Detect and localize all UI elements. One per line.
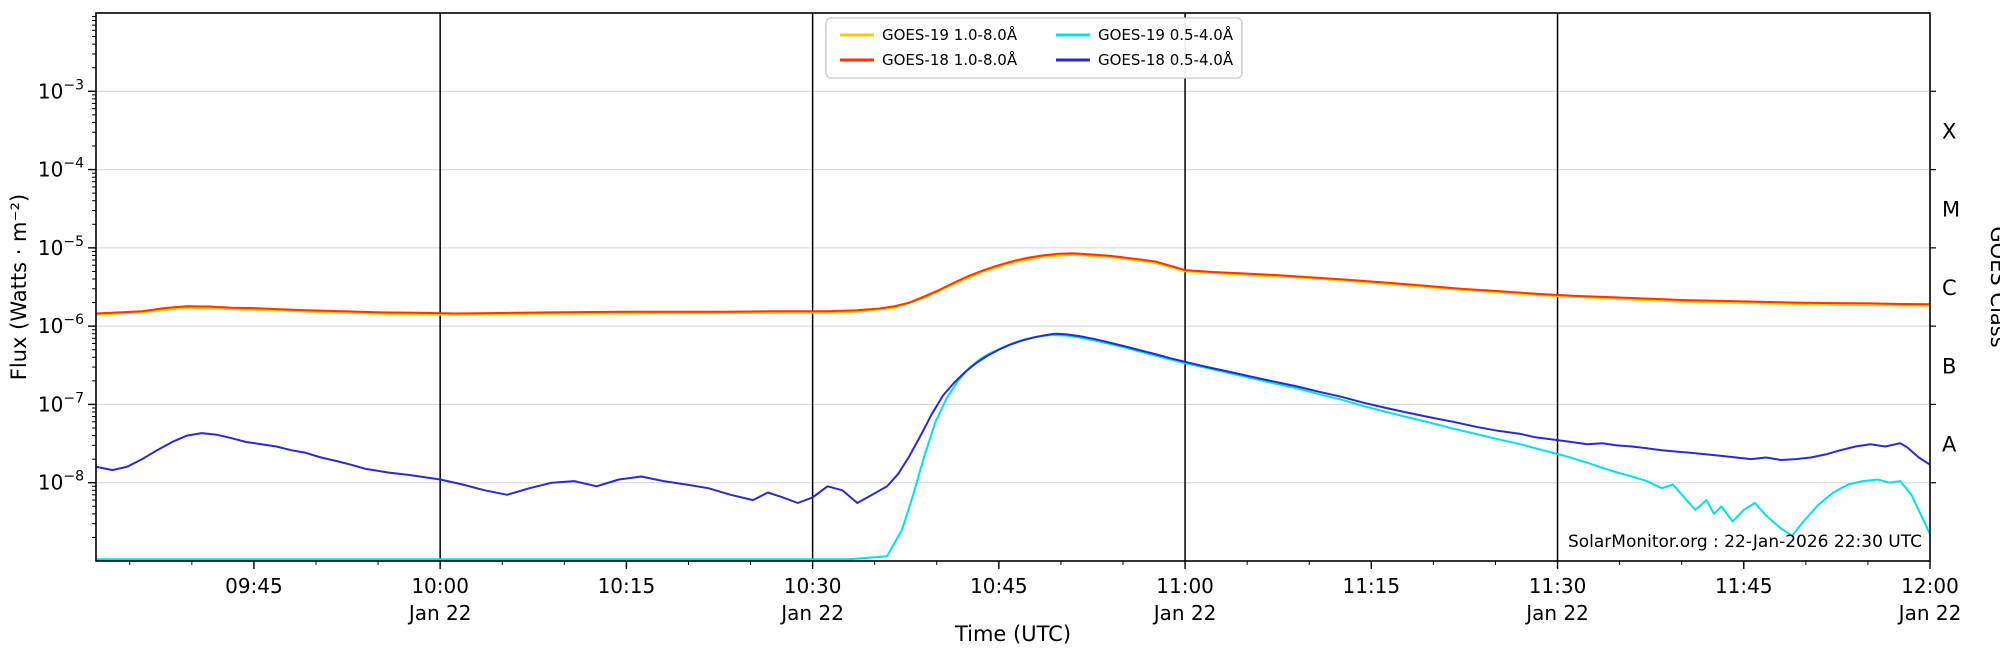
x-tick-label: 11:00 [1156,574,1214,598]
goes-class-b: B [1942,354,1956,378]
x-tick-label: 10:15 [598,574,656,598]
goes-class-labels: X M C B A [1942,119,1960,456]
x-tick-label: 11:30 [1529,574,1587,598]
x-tick-label: 11:15 [1342,574,1400,598]
x-tick-sublabel: Jan 22 [1897,601,1962,625]
legend-label-goes18-long: GOES-18 1.0-8.0Å [882,50,1018,69]
flux-series [96,252,1930,561]
series-goes18-short [96,332,1930,504]
series-goes18-long [96,252,1930,315]
legend: GOES-19 1.0-8.0Å GOES-19 0.5-4.0Å GOES-1… [825,17,1243,79]
legend-box [825,17,1243,79]
plot-frame [95,12,1931,562]
watermark-text: SolarMonitor.org : 22-Jan-2026 22:30 UTC [1568,532,1922,552]
x-tick-label: 12:00 [1901,574,1959,598]
series-goes19-long [96,253,1930,316]
x-tick-label: 10:00 [411,574,469,598]
legend-label-goes19-short: GOES-19 0.5-4.0Å [1098,25,1234,44]
legend-label-goes18-short: GOES-18 0.5-4.0Å [1098,50,1234,69]
goes-class-c: C [1942,276,1957,300]
y-tick-label: 10−3 [38,77,84,103]
goes-class-x: X [1942,119,1956,143]
right-axis-label: GOES Class [1986,226,2000,347]
x-tick-sublabel: Jan 22 [407,601,472,625]
x-tick-label: 09:45 [225,574,283,598]
axis-ticks [88,16,1936,569]
x-tick-sublabel: Jan 22 [1152,601,1217,625]
event-lines [439,13,1559,561]
axis-tick-labels: 09:45 10:00 Jan 22 10:15 10:30 Jan 22 10:45 11:… [38,77,1961,625]
x-tick-label: 10:45 [970,574,1028,598]
goes-class-a: A [1942,433,1957,457]
gridlines [96,90,1930,484]
x-axis-label: Time (UTC) [954,622,1071,646]
x-tick-label: 11:45 [1715,574,1773,598]
goes-class-m: M [1942,198,1960,222]
x-tick-sublabel: Jan 22 [1524,601,1589,625]
x-tick-sublabel: Jan 22 [779,601,844,625]
legend-label-goes19-long: GOES-19 1.0-8.0Å [882,25,1018,44]
x-tick-label: 10:30 [784,574,842,598]
y-axis-label: Flux (Watts · m⁻²) [7,194,31,380]
